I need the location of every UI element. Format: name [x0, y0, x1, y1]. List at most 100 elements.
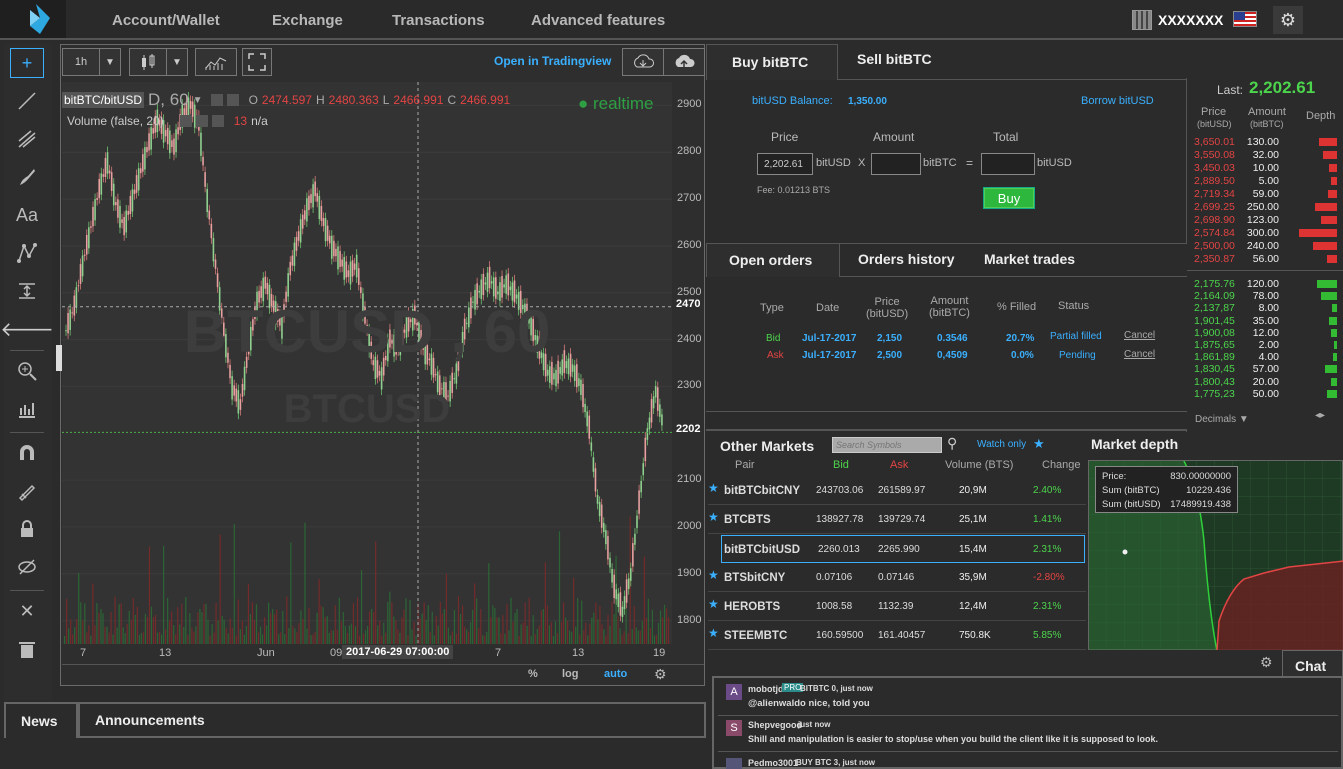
bid-row[interactable]: 1,800,43 20.00	[1193, 376, 1343, 389]
log-scale-toggle[interactable]: log	[562, 668, 579, 680]
decimals-dropdown[interactable]: Decimals ▼	[1195, 414, 1249, 425]
ask-row[interactable]: 2,699.25 250.00	[1193, 201, 1343, 214]
market-row[interactable]: ★ HEROBTS 1008.58 1132.39 12,4M 2.31%	[708, 593, 1086, 621]
settings-square-icon[interactable]	[226, 94, 239, 106]
search-symbols-input[interactable]	[832, 437, 942, 453]
tab-orders-history[interactable]: Orders history	[858, 251, 955, 267]
chart-settings-gear-icon[interactable]: ⚙	[654, 666, 667, 682]
chat-user[interactable]: mobotjd	[748, 684, 784, 694]
us-flag-icon[interactable]	[1233, 11, 1257, 27]
settings-square-icon[interactable]	[195, 115, 208, 127]
settings-square-icon[interactable]	[210, 94, 223, 106]
indicators-icon[interactable]	[195, 48, 237, 76]
tab-sell-bitbtc[interactable]: Sell bitBTC	[857, 51, 932, 67]
ask-row[interactable]: 2,719.34 59.00	[1193, 188, 1343, 201]
bid-row[interactable]: 1,900,08 12.00	[1193, 327, 1343, 340]
cancel-order-button[interactable]: Cancel	[1124, 349, 1156, 360]
chat-user[interactable]: Shepvegood	[748, 720, 803, 730]
time-axis[interactable]: 7 13 Jun 09 7 13 19 2017-06-29 07:00:00	[62, 644, 704, 662]
gear-icon[interactable]: ⚙	[1273, 6, 1303, 34]
depth-chart[interactable]: Price: 830.00000000 Sum (bitBTC) 10229.436…	[1088, 460, 1343, 651]
account-selector[interactable]: XXXXXXX	[1132, 9, 1223, 31]
interval-dropdown-chevron-icon[interactable]: ▼	[99, 48, 121, 76]
measure-bars-icon[interactable]	[10, 394, 44, 424]
ask-row[interactable]: 3,450.03 10.00	[1193, 162, 1343, 175]
price-input[interactable]	[757, 153, 813, 175]
tab-open-orders[interactable]: Open orders	[729, 252, 813, 268]
settings-square-icon[interactable]	[179, 115, 192, 127]
toolbar-collapse-handle[interactable]	[56, 345, 62, 371]
ask-row[interactable]: 3,650.01 130.00	[1193, 136, 1343, 149]
market-row[interactable]: ★ BTSbitCNY 0.07106 0.07146 35,9M -2.80%	[708, 564, 1086, 592]
pattern-tool-icon[interactable]	[10, 238, 44, 268]
tab-market-trades[interactable]: Market trades	[984, 251, 1076, 267]
nav-account-wallet[interactable]: Account/Wallet	[112, 12, 220, 29]
cancel-order-button[interactable]: Cancel	[1124, 330, 1156, 341]
bitshares-logo[interactable]	[0, 0, 66, 38]
nav-advanced-features[interactable]: Advanced features	[531, 12, 666, 29]
arrow-left-icon[interactable]: 🡐	[0, 318, 54, 341]
tab-news[interactable]: News	[21, 713, 58, 729]
interval-button[interactable]: 1h	[62, 48, 100, 76]
bid-row[interactable]: 1,830,45 57.00	[1193, 363, 1343, 376]
trendline-tool-icon[interactable]	[10, 86, 44, 116]
chevron-down-icon[interactable]: ▼	[192, 94, 203, 106]
percent-scale-toggle[interactable]: %	[528, 668, 538, 680]
borrow-bitusd-link[interactable]: Borrow bitUSD	[1081, 95, 1154, 107]
magnet-icon[interactable]	[10, 438, 44, 468]
pitchfork-tool-icon[interactable]	[10, 124, 44, 154]
ask-row[interactable]: 3,550.08 32.00	[1193, 149, 1343, 162]
chat-settings-gear-icon[interactable]: ⚙	[1260, 654, 1273, 670]
star-icon[interactable]: ★	[708, 510, 719, 524]
market-row[interactable]: ★ STEEMBTC 160.59500 161.40457 750.8K 5.85%	[708, 622, 1086, 650]
search-icon[interactable]: ⚲	[947, 435, 958, 451]
lock-icon[interactable]	[10, 514, 44, 544]
buy-button[interactable]: Buy	[983, 187, 1035, 209]
bid-row[interactable]: 2,137,87 8.00	[1193, 302, 1343, 315]
text-tool-icon[interactable]: Aa	[15, 204, 39, 225]
tab-buy-bitbtc[interactable]: Buy bitBTC	[732, 54, 809, 70]
bid-row[interactable]: 2,164.09 78.00	[1193, 290, 1343, 303]
measure-tool-icon[interactable]	[10, 276, 44, 306]
brush-tool-icon[interactable]	[10, 162, 44, 192]
chat-user[interactable]: Pedmo3001	[748, 758, 799, 768]
nav-exchange[interactable]: Exchange	[272, 12, 343, 29]
nav-transactions[interactable]: Transactions	[392, 12, 485, 29]
ask-row[interactable]: 2,574.84 300.00	[1193, 227, 1343, 240]
tools-icon[interactable]: ✕	[19, 600, 35, 621]
hide-drawings-icon[interactable]	[10, 552, 44, 582]
ask-row[interactable]: 2,500,00 240.00	[1193, 240, 1343, 253]
star-icon[interactable]: ★	[708, 568, 719, 582]
fullscreen-icon[interactable]	[242, 48, 272, 76]
star-icon[interactable]: ★	[708, 626, 719, 640]
candle-type-icon[interactable]	[129, 48, 167, 76]
price-chart-plot[interactable]: BTCUSD , 60 BTCUSD bitBTC/bitUSD D, 60 ▼…	[62, 82, 672, 644]
cloud-upload-icon[interactable]	[663, 48, 705, 76]
bid-row[interactable]: 1,775,23 50.00	[1193, 388, 1343, 401]
zoom-in-icon[interactable]	[10, 356, 44, 386]
symbol-badge[interactable]: bitBTC/bitUSD	[62, 92, 145, 108]
stay-drawing-icon[interactable]	[10, 476, 44, 506]
watch-only-toggle[interactable]: Watch only	[977, 439, 1027, 450]
price-axis[interactable]: 2900 2800 2700 2600 2500 2400 2300 2100 2000 1900…	[672, 82, 704, 644]
star-icon[interactable]: ★	[708, 481, 719, 495]
decimals-arrows-icon[interactable]: ◂▸	[1315, 410, 1326, 421]
auto-scale-toggle[interactable]: auto	[604, 668, 628, 680]
cloud-download-icon[interactable]	[622, 48, 664, 76]
star-icon[interactable]: ★	[1033, 436, 1045, 451]
ask-row[interactable]: 2,350.87 56.00	[1193, 253, 1343, 266]
ask-row[interactable]: 2,889.50 5.00	[1193, 175, 1343, 188]
crosshair-tool-icon[interactable]: +	[10, 48, 44, 78]
market-row[interactable]: ★ bitBTCbitCNY 243703.06 261589.97 20,9M 2.40…	[708, 477, 1086, 505]
star-icon[interactable]: ★	[708, 597, 719, 611]
ask-row[interactable]: 2,698.90 123.00	[1193, 214, 1343, 227]
bid-row[interactable]: 1,861,89 4.00	[1193, 351, 1343, 364]
bid-row[interactable]: 2,175.76 120.00	[1193, 278, 1343, 291]
tab-announcements[interactable]: Announcements	[95, 712, 205, 728]
total-input[interactable]	[981, 153, 1035, 175]
bid-row[interactable]: 1,901,45 35.00	[1193, 315, 1343, 328]
open-in-tradingview-link[interactable]: Open in Tradingview	[494, 54, 612, 68]
amount-input[interactable]	[871, 153, 921, 175]
market-row[interactable]: ★ BTCBTS 138927.78 139729.74 25,1M 1.41%	[708, 506, 1086, 534]
bid-row[interactable]: 1,875,65 2.00	[1193, 339, 1343, 352]
